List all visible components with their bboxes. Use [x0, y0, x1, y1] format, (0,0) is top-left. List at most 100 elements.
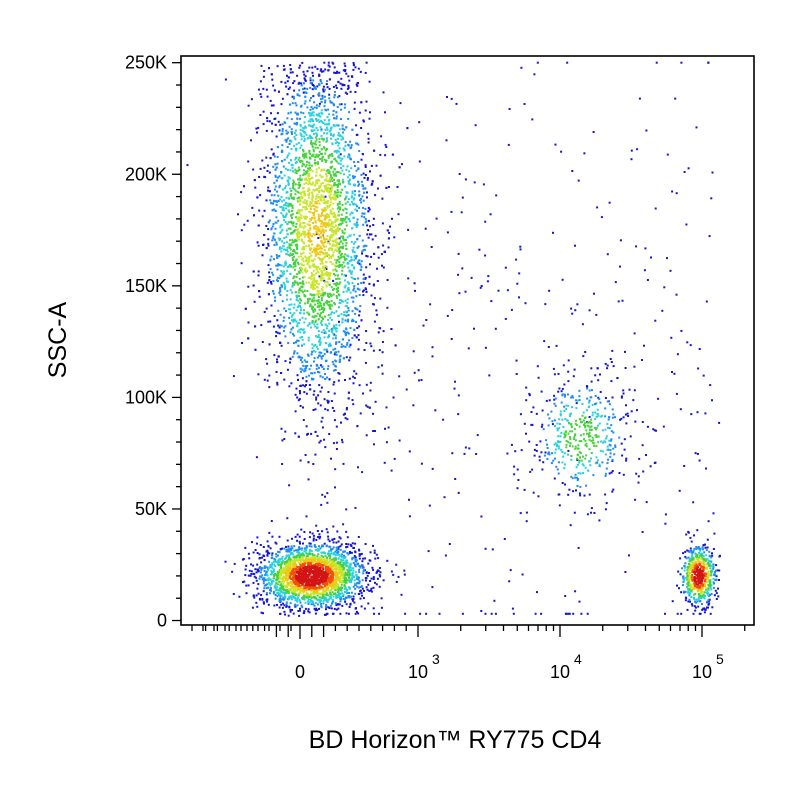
event-dot [276, 570, 279, 573]
event-dot [412, 350, 415, 353]
event-dot [528, 394, 531, 397]
event-dot [291, 102, 294, 105]
event-dot [350, 591, 353, 594]
event-dot [324, 596, 327, 599]
event-dot [480, 610, 483, 612]
event-dot [293, 312, 296, 315]
event-dot [286, 169, 289, 171]
event-dot [655, 429, 657, 432]
event-dot [290, 328, 293, 331]
event-dot [272, 237, 275, 240]
event-dot [332, 109, 335, 112]
event-dot [293, 604, 296, 607]
event-dot [701, 603, 703, 605]
event-dot [337, 277, 339, 280]
event-dot [297, 548, 300, 551]
event-dot [622, 416, 625, 419]
event-dot [709, 570, 712, 573]
event-dot [294, 158, 297, 161]
event-dot [278, 255, 281, 258]
event-dot [295, 276, 298, 278]
event-dot [577, 447, 580, 450]
event-dot [310, 592, 313, 595]
event-dot [299, 159, 302, 162]
event-dot [597, 435, 600, 438]
event-dot [312, 153, 315, 156]
event-dot [331, 143, 334, 146]
event-dot [357, 277, 360, 280]
event-dot [308, 149, 311, 152]
event-dot [578, 451, 581, 454]
event-dot [343, 106, 346, 109]
event-dot [379, 153, 382, 156]
event-dot [330, 304, 333, 307]
event-dot [344, 198, 347, 201]
event-dot [358, 565, 361, 567]
event-dot [682, 575, 685, 578]
event-dot [624, 413, 627, 416]
event-dot [344, 64, 347, 67]
event-dot [342, 550, 345, 553]
event-dot [355, 295, 358, 298]
event-dot [525, 399, 528, 402]
event-dot [381, 264, 383, 267]
event-dot [323, 315, 326, 318]
event-dot [339, 159, 342, 162]
event-dot [342, 235, 345, 238]
event-dot [598, 398, 601, 400]
event-dot [276, 264, 279, 267]
event-dot [708, 602, 711, 605]
event-dot [350, 196, 353, 199]
event-dot [274, 200, 277, 203]
event-dot [683, 578, 686, 581]
event-dot [698, 552, 701, 554]
event-dot [588, 435, 591, 438]
event-dot [344, 202, 347, 205]
event-dot [304, 170, 307, 173]
event-dot [322, 591, 325, 594]
event-dot [336, 296, 338, 299]
event-dot [318, 596, 321, 599]
event-dot [584, 416, 587, 419]
event-dot [584, 466, 587, 469]
event-dot [712, 548, 715, 550]
event-dot [693, 598, 696, 601]
event-dot [289, 265, 292, 268]
event-dot [274, 597, 277, 600]
event-dot [309, 108, 312, 111]
event-dot [308, 545, 311, 548]
event-dot [343, 566, 346, 569]
event-dot [378, 585, 381, 588]
event-dot [323, 302, 325, 305]
event-dot [285, 132, 288, 135]
event-dot [341, 300, 343, 303]
event-dot [254, 325, 257, 328]
event-dot [279, 123, 282, 126]
event-dot [339, 254, 342, 257]
event-dot [324, 161, 327, 164]
event-dot [318, 351, 321, 354]
event-dot [317, 296, 320, 298]
event-dot [293, 597, 296, 599]
event-dot [326, 325, 329, 327]
event-dot [285, 253, 288, 255]
event-dot [299, 589, 302, 592]
event-dot [304, 100, 307, 103]
event-dot [270, 282, 273, 285]
event-dot [346, 571, 349, 574]
event-dot [363, 589, 365, 592]
event-dot [334, 328, 337, 331]
event-dot [691, 558, 693, 561]
event-dot [262, 243, 265, 246]
event-dot [275, 370, 278, 373]
event-dot [280, 230, 283, 233]
event-dot [368, 282, 371, 285]
event-dot [375, 571, 378, 574]
event-dot [316, 594, 319, 597]
event-dot [314, 430, 317, 433]
event-dot [368, 275, 371, 278]
event-dot [595, 436, 598, 438]
event-dot [326, 492, 329, 495]
event-dot [320, 355, 323, 358]
